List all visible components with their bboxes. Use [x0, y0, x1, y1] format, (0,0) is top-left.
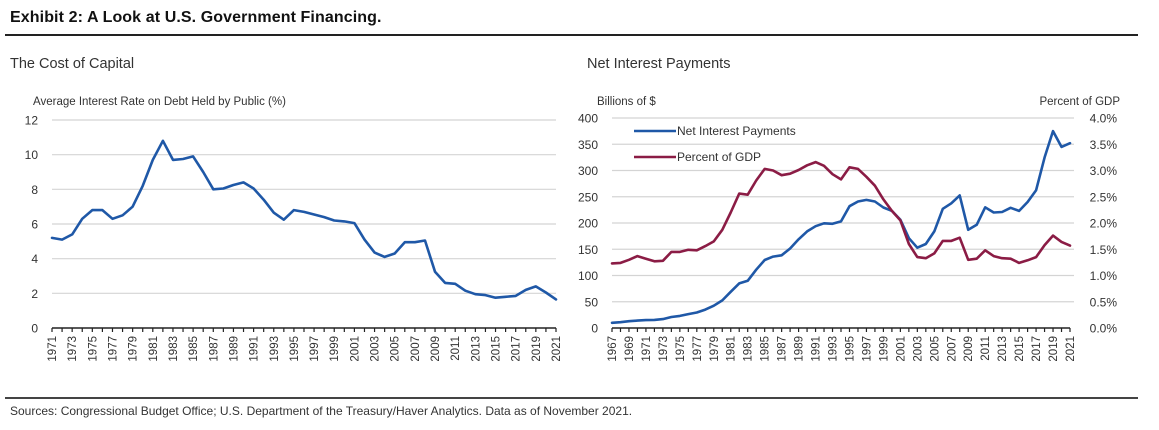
x-tick-label: 1995 — [844, 336, 856, 362]
x-tick-label: 2021 — [551, 336, 563, 362]
x-tick-label: 2015 — [491, 336, 503, 362]
y-tick-label: 100 — [578, 269, 598, 283]
x-tick-label: 1999 — [878, 336, 890, 362]
title-rule — [5, 34, 1138, 36]
x-tick-label: 2001 — [895, 336, 907, 362]
x-tick-label: 1995 — [289, 336, 301, 362]
x-tick-label: 2007 — [410, 336, 422, 362]
x-tick-label: 1983 — [168, 336, 180, 362]
x-tick-label: 1993 — [269, 336, 281, 362]
x-tick-label: 2011 — [980, 336, 992, 361]
x-tick-label: 1985 — [188, 336, 200, 362]
x-tick-label: 2005 — [390, 336, 402, 362]
x-tick-label: 1997 — [309, 336, 321, 362]
y-axis-label-left: Billions of $ — [597, 96, 656, 108]
x-tick-label: 2017 — [1031, 336, 1043, 362]
chart-title: The Cost of Capital — [10, 56, 134, 72]
y-tick-label: 150 — [578, 243, 598, 257]
x-tick-label: 2005 — [929, 336, 941, 362]
y2-tick-label: 2.5% — [1090, 190, 1118, 204]
y-tick-label: 250 — [578, 190, 598, 204]
x-tick-label: 1983 — [743, 336, 755, 362]
series-line-percent-of-gdp — [610, 160, 1072, 265]
y-tick-label: 10 — [25, 148, 39, 162]
chart-title: Net Interest Payments — [587, 56, 730, 72]
y2-tick-label: 4.0% — [1090, 112, 1118, 126]
x-tick-label: 1993 — [828, 336, 840, 362]
x-tick-label: 1999 — [329, 336, 341, 362]
y-tick-label: 12 — [25, 114, 39, 128]
x-tick-label: 1981 — [726, 336, 738, 362]
y-tick-label: 6 — [31, 218, 38, 232]
sources-note: Sources: Congressional Budget Office; U.… — [10, 404, 633, 418]
x-tick-label: 1979 — [128, 336, 140, 362]
x-tick-label: 1971 — [47, 336, 59, 362]
footer-rule — [5, 397, 1138, 399]
x-tick-label: 2001 — [349, 336, 361, 362]
x-tick-label: 2011 — [450, 336, 462, 361]
x-tick-label: 1977 — [692, 336, 704, 362]
x-tick-label: 2013 — [470, 336, 482, 362]
y-tick-label: 200 — [578, 217, 598, 231]
x-tick-label: 2019 — [531, 336, 543, 362]
y-tick-label: 4 — [31, 252, 38, 266]
net-interest-payments-chart: Net Interest Payments Billions of $ Perc… — [578, 56, 1120, 362]
x-tick-label: 1997 — [861, 336, 873, 362]
x-tick-label: 2009 — [963, 336, 975, 362]
y2-tick-label: 1.5% — [1090, 243, 1118, 257]
series-line-net-interest-payments — [610, 129, 1072, 325]
y-tick-label: 400 — [578, 112, 598, 126]
x-tick-label: 1969 — [624, 336, 636, 362]
x-tick-label: 1991 — [811, 336, 823, 362]
x-tick-label: 2013 — [997, 336, 1009, 362]
x-tick-label: 1973 — [658, 336, 670, 362]
y-tick-label: 2 — [31, 287, 38, 301]
y-axis-label-right: Percent of GDP — [1039, 96, 1120, 108]
y2-tick-label: 3.5% — [1090, 138, 1118, 152]
x-tick-label: 2017 — [511, 336, 523, 362]
x-tick-label: 2003 — [370, 336, 382, 362]
cost-of-capital-chart: The Cost of Capital Average Interest Rat… — [10, 56, 563, 362]
y-tick-label: 350 — [578, 138, 598, 152]
x-tick-label: 1989 — [794, 336, 806, 362]
y-tick-label: 8 — [31, 183, 38, 197]
y2-tick-label: 3.0% — [1090, 164, 1118, 178]
x-tick-label: 2019 — [1048, 336, 1060, 362]
x-tick-label: 2015 — [1014, 336, 1026, 362]
x-tick-label: 1971 — [641, 336, 653, 362]
y-tick-label: 300 — [578, 164, 598, 178]
x-tick-label: 1991 — [249, 336, 261, 362]
x-tick-label: 1989 — [228, 336, 240, 362]
legend-label-net-interest: Net Interest Payments — [677, 124, 796, 138]
legend-label-percent-gdp: Percent of GDP — [677, 150, 761, 164]
x-tick-label: 1979 — [709, 336, 721, 362]
x-tick-label: 1987 — [777, 336, 789, 362]
x-tick-label: 1977 — [107, 336, 119, 362]
y-axis-label: Average Interest Rate on Debt Held by Pu… — [33, 96, 286, 108]
y2-tick-label: 2.0% — [1090, 217, 1118, 231]
x-tick-label: 1975 — [675, 336, 687, 362]
y-tick-label: 50 — [585, 295, 599, 309]
x-tick-label: 1981 — [148, 336, 160, 362]
y-tick-label: 0 — [31, 322, 38, 336]
x-tick-label: 2003 — [912, 336, 924, 362]
x-tick-label: 2007 — [946, 336, 958, 362]
y2-tick-label: 1.0% — [1090, 269, 1118, 283]
y-tick-label: 0 — [591, 322, 598, 336]
x-tick-label: 1987 — [208, 336, 220, 362]
y2-tick-label: 0.0% — [1090, 322, 1118, 336]
exhibit-title: Exhibit 2: A Look at U.S. Government Fin… — [10, 9, 382, 26]
x-tick-label: 2021 — [1065, 336, 1077, 362]
x-tick-label: 1973 — [67, 336, 79, 362]
legend: Net Interest Payments Percent of GDP — [634, 124, 796, 164]
x-tick-label: 1975 — [87, 336, 99, 362]
x-tick-label: 2009 — [430, 336, 442, 362]
series-line-average-interest-rate — [50, 139, 558, 301]
y2-tick-label: 0.5% — [1090, 295, 1118, 309]
x-tick-label: 1967 — [607, 336, 619, 362]
x-tick-label: 1985 — [760, 336, 772, 362]
